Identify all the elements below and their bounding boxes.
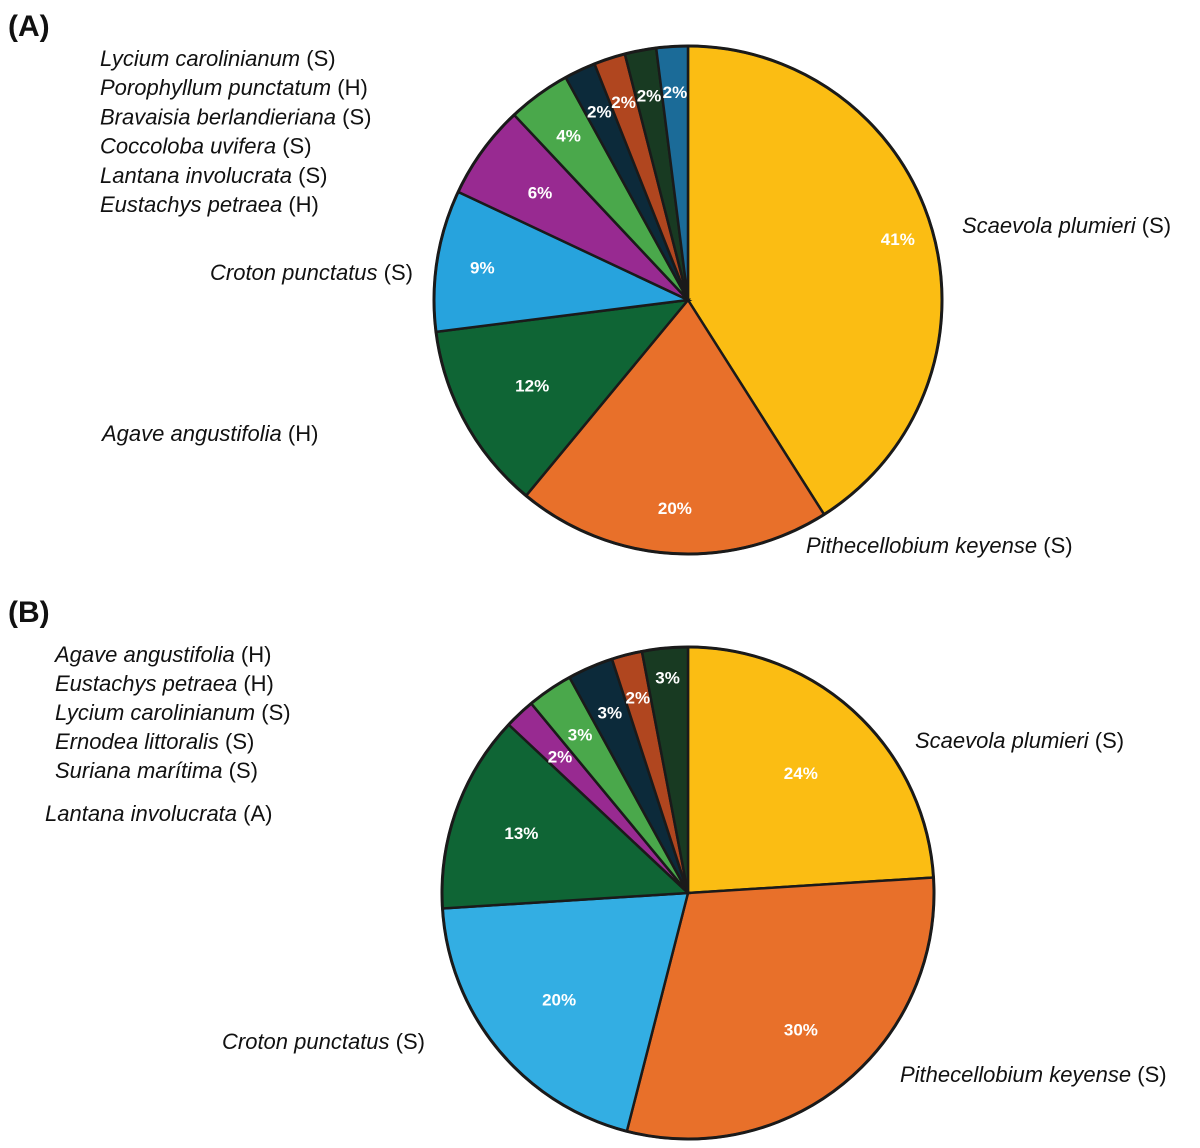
- pct-label-lycium-carolinianum: 3%: [598, 703, 623, 722]
- pct-label-croton-punctatus: 20%: [542, 991, 576, 1010]
- pct-label-croton-punctatus: 9%: [470, 258, 495, 277]
- outer-label-croton-punctatus: Croton punctatus (S): [210, 260, 413, 285]
- outer-label-scaevola-plumieri: Scaevola plumieri (S): [915, 728, 1124, 753]
- species-list-item-coccoloba-uvifera: Coccoloba uvifera (S): [100, 134, 312, 159]
- pct-label-eustachys-petraea: 2%: [626, 689, 651, 708]
- pie-chart-b: 24%30%20%13%2%3%3%2%3%: [440, 645, 936, 1141]
- pct-label-agave-angustifolia: 3%: [655, 669, 680, 688]
- pie-outline: [432, 44, 944, 556]
- panel-a: (A) 41%20%12%9%6%4%2%2% 2% 2% Lycium carol…: [8, 10, 1171, 558]
- species-list-b: Agave angustifolia (H) Eustachys petraea …: [53, 642, 291, 783]
- pct-label-scaevola-plumieri: 41%: [881, 230, 915, 249]
- pie-outline: [440, 645, 936, 1141]
- outer-labels-b: Lantana involucrata (A) Scaevola plumieri…: [45, 728, 1167, 1087]
- outer-label-pithecellobium-keyense: Pithecellobium keyense (S): [806, 533, 1073, 558]
- outer-label-lantana-involucrata: Lantana involucrata (A): [45, 801, 272, 826]
- species-list-item-lycium-carolinianum: Lycium carolinianum (S): [55, 700, 291, 725]
- panel-b-label: (B): [8, 596, 50, 629]
- pct-label-suriana-maritima: 2%: [548, 748, 573, 767]
- pct-label-eustachys-petraea: 6%: [528, 184, 553, 203]
- pct-label-agave-angustifolia: 12%: [515, 377, 549, 396]
- pct-label-lantana-involucrata: 4%: [556, 127, 581, 146]
- outer-label-agave-angustifolia: Agave angustifolia (H): [100, 421, 318, 446]
- outer-label-scaevola-plumieri: Scaevola plumieri (S): [962, 213, 1171, 238]
- pct-label-ernodea-littoralis: 3%: [568, 725, 593, 744]
- pct-label-porophyllum-punctatum: 2%: [637, 86, 662, 105]
- species-list-item-eustachys-petraea: Eustachys petraea (H): [55, 671, 274, 696]
- species-list-item-suriana-maritima: Suriana marítima (S): [55, 758, 258, 783]
- outer-label-croton-punctatus: Croton punctatus (S): [222, 1029, 425, 1054]
- pct-label-coccoloba-uvifera: 2%: [587, 103, 612, 122]
- species-list-item-lycium-carolinianum: Lycium carolinianum (S): [100, 46, 336, 71]
- pct-label-bravaisia-berlandieriana: 2%: [611, 93, 636, 112]
- species-list-item-porophyllum-punctatum: Porophyllum punctatum (H): [100, 75, 368, 100]
- species-list-item-bravaisia-berlandieriana: Bravaisia berlandieriana (S): [100, 104, 371, 129]
- pct-label-pithecellobium-keyense: 30%: [784, 1021, 818, 1040]
- pie-chart-a: 41%20%12%9%6%4%2%2% 2% 2%: [432, 44, 944, 556]
- species-list-item-agave-angustifolia: Agave angustifolia (H): [53, 642, 271, 667]
- pct-label-pithecellobium-keyense: 20%: [658, 499, 692, 518]
- species-list-item-eustachys-petraea: Eustachys petraea (H): [100, 192, 319, 217]
- panel-a-label: (A): [8, 10, 50, 43]
- pct-label-lantana-involucrata: 13%: [504, 824, 538, 843]
- species-list-a: Lycium carolinianum (S) Porophyllum punct…: [100, 46, 371, 217]
- species-list-item-lantana-involucrata: Lantana involucrata (S): [100, 163, 327, 188]
- pct-label-lycium-carolinianum: 2%: [663, 83, 688, 102]
- panel-b: (B) 24%30%20%13%2%3%3%2%3% Agave angusti…: [8, 596, 1167, 1141]
- outer-label-pithecellobium-keyense: Pithecellobium keyense (S): [900, 1062, 1167, 1087]
- species-list-item-ernodea-littoralis: Ernodea littoralis (S): [55, 729, 254, 754]
- outer-labels-a: Scaevola plumieri (S) Pithecellobium keye…: [100, 213, 1171, 558]
- pct-label-scaevola-plumieri: 24%: [784, 764, 818, 783]
